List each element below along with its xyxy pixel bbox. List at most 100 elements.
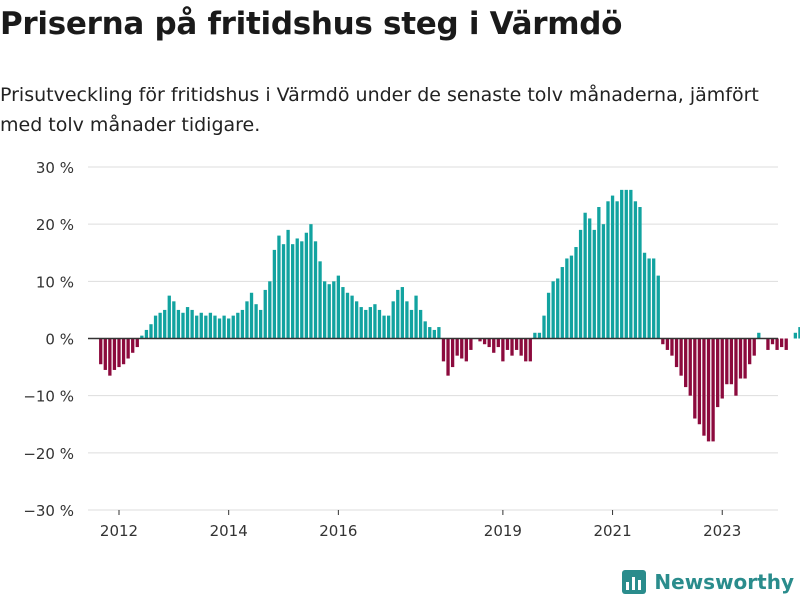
bar [254, 304, 258, 339]
bar [249, 292, 254, 339]
bar [578, 229, 583, 339]
bar [236, 312, 240, 339]
bar [309, 224, 313, 339]
bar [126, 338, 130, 359]
bar [131, 338, 135, 353]
brand-logo: Newsworthy [622, 570, 794, 594]
bar [181, 312, 185, 339]
bar [199, 312, 203, 339]
bar [784, 338, 788, 350]
bar [318, 261, 322, 339]
bar [204, 315, 208, 339]
bar [496, 338, 500, 348]
bar [633, 201, 638, 339]
bar [478, 338, 482, 342]
bar [487, 338, 491, 348]
x-tick-label: 2019 [484, 522, 522, 540]
bar [711, 338, 715, 442]
bar [437, 327, 441, 339]
bar [300, 241, 304, 339]
x-tick-label: 2023 [703, 522, 741, 540]
bar [734, 338, 738, 396]
bar [99, 338, 103, 365]
bar [514, 338, 519, 350]
bar [295, 238, 299, 339]
chart-subtitle: Prisutveckling för fritidshus i Värmdö u… [0, 84, 759, 136]
bar [140, 335, 144, 339]
bar [190, 309, 194, 339]
bar [341, 287, 345, 339]
bar [377, 309, 382, 339]
bar [670, 338, 674, 356]
bar [391, 301, 395, 339]
bar [195, 315, 199, 339]
bar [213, 315, 217, 339]
bar [725, 338, 729, 385]
bar [574, 247, 578, 339]
bar [414, 295, 418, 339]
bar [665, 338, 670, 350]
bar [729, 338, 734, 385]
bar [674, 338, 679, 368]
bar [629, 189, 633, 339]
bar [697, 338, 702, 425]
bar [327, 284, 331, 339]
bar-series [99, 189, 800, 442]
bar [556, 278, 560, 339]
bar [259, 309, 263, 339]
bar [546, 292, 551, 339]
bar [528, 338, 532, 362]
bar [752, 338, 756, 356]
bar [231, 315, 235, 339]
y-tick-label: −10 % [23, 388, 74, 406]
bar [217, 318, 222, 339]
bar [144, 329, 149, 339]
bar [432, 329, 436, 339]
y-axis-labels: 30 % 20 % 10 % 0 % −10 % −20 % −30 % [23, 159, 74, 520]
bar [615, 201, 619, 339]
bar [464, 338, 468, 362]
bar [482, 338, 487, 345]
bar [780, 338, 784, 348]
bar [185, 307, 190, 339]
bar [400, 287, 404, 339]
bar [103, 338, 107, 370]
bar [642, 252, 647, 339]
bar [661, 338, 665, 345]
chart: 30 % 20 % 10 % 0 % −10 % −20 % −30 % 2012 2014 2… [23, 159, 800, 540]
y-tick-label: 20 % [36, 216, 74, 234]
bar [533, 332, 537, 339]
y-tick-label: 0 % [45, 331, 74, 349]
bar [601, 224, 606, 339]
bar [345, 292, 350, 339]
bar [245, 301, 249, 339]
bar [149, 324, 153, 339]
bar [281, 244, 286, 339]
bar [460, 338, 464, 359]
bar [240, 309, 245, 339]
bar [304, 232, 309, 339]
bar [135, 338, 139, 348]
bar [350, 295, 354, 339]
bar [359, 307, 363, 339]
bar [610, 195, 615, 339]
bar [537, 332, 542, 339]
bar [172, 301, 176, 339]
bar [323, 281, 327, 339]
bar [551, 281, 555, 339]
bar [770, 338, 775, 345]
bar [418, 309, 423, 339]
bar [222, 315, 226, 339]
brand-name: Newsworthy [654, 570, 794, 594]
bar [263, 289, 267, 339]
bar [720, 338, 724, 399]
y-tick-label: 10 % [36, 273, 74, 291]
bar [396, 289, 400, 339]
bar [560, 267, 564, 339]
bar [588, 218, 592, 339]
bar [688, 338, 692, 396]
bar [592, 229, 596, 339]
bar [336, 275, 341, 339]
bar [428, 327, 432, 339]
bar [716, 338, 720, 408]
